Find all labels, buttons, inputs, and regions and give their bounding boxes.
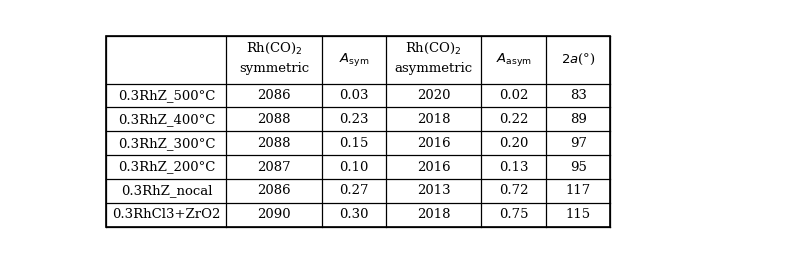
Text: 117: 117 xyxy=(565,184,591,197)
Text: 0.3RhZ_nocal: 0.3RhZ_nocal xyxy=(121,184,213,197)
Text: 2020: 2020 xyxy=(417,89,450,102)
Text: 0.3RhZ_400°C: 0.3RhZ_400°C xyxy=(117,113,215,126)
Text: 0.22: 0.22 xyxy=(499,113,528,126)
Text: Rh(CO)$_2$: Rh(CO)$_2$ xyxy=(405,41,462,57)
Text: 0.10: 0.10 xyxy=(339,160,369,174)
Text: 0.72: 0.72 xyxy=(499,184,528,197)
Text: 95: 95 xyxy=(569,160,587,174)
Text: 2088: 2088 xyxy=(257,137,291,150)
Text: 2016: 2016 xyxy=(417,160,450,174)
Text: 0.30: 0.30 xyxy=(339,208,369,221)
Text: 89: 89 xyxy=(569,113,587,126)
Text: 0.13: 0.13 xyxy=(499,160,528,174)
Text: 2088: 2088 xyxy=(257,113,291,126)
Text: 2013: 2013 xyxy=(417,184,450,197)
Text: 2016: 2016 xyxy=(417,137,450,150)
Text: asymmetric: asymmetric xyxy=(395,62,473,75)
Text: 0.3RhCl3+ZrO2: 0.3RhCl3+ZrO2 xyxy=(113,208,220,221)
Text: 0.23: 0.23 xyxy=(339,113,369,126)
Bar xyxy=(106,36,611,227)
Text: 83: 83 xyxy=(569,89,587,102)
Text: 0.3RhZ_500°C: 0.3RhZ_500°C xyxy=(117,89,215,102)
Text: 0.27: 0.27 xyxy=(339,184,369,197)
Text: 2090: 2090 xyxy=(257,208,291,221)
Text: 0.03: 0.03 xyxy=(339,89,369,102)
Text: 0.3RhZ_300°C: 0.3RhZ_300°C xyxy=(117,137,215,150)
Text: 2086: 2086 xyxy=(257,89,291,102)
Text: symmetric: symmetric xyxy=(239,62,309,75)
Text: 2018: 2018 xyxy=(417,208,450,221)
Text: 2087: 2087 xyxy=(257,160,291,174)
Text: 2018: 2018 xyxy=(417,113,450,126)
Text: 97: 97 xyxy=(569,137,587,150)
Text: 0.75: 0.75 xyxy=(499,208,528,221)
Text: $2a$(°): $2a$(°) xyxy=(561,52,596,67)
Text: $A_\mathrm{sym}$: $A_\mathrm{sym}$ xyxy=(339,51,369,68)
Text: 0.20: 0.20 xyxy=(499,137,528,150)
Text: Rh(CO)$_2$: Rh(CO)$_2$ xyxy=(246,41,302,57)
Text: 0.15: 0.15 xyxy=(339,137,369,150)
Text: 0.3RhZ_200°C: 0.3RhZ_200°C xyxy=(117,160,215,174)
Text: 0.02: 0.02 xyxy=(499,89,528,102)
Text: 115: 115 xyxy=(565,208,591,221)
Text: 2086: 2086 xyxy=(257,184,291,197)
Text: $A_\mathrm{asym}$: $A_\mathrm{asym}$ xyxy=(496,51,531,68)
